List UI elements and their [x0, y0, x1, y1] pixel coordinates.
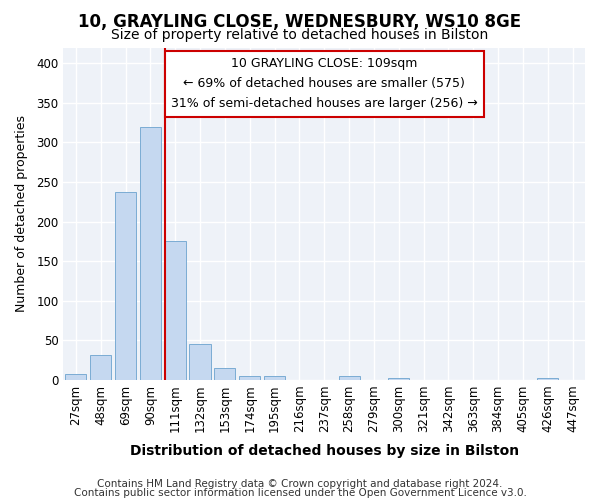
Text: Size of property relative to detached houses in Bilston: Size of property relative to detached ho…	[112, 28, 488, 42]
Bar	[214, 368, 235, 380]
X-axis label: Distribution of detached houses by size in Bilston: Distribution of detached houses by size …	[130, 444, 519, 458]
Y-axis label: Number of detached properties: Number of detached properties	[15, 115, 28, 312]
Text: Contains public sector information licensed under the Open Government Licence v3: Contains public sector information licen…	[74, 488, 526, 498]
Bar	[338, 376, 359, 380]
Bar	[164, 242, 186, 380]
Bar	[190, 344, 211, 380]
Text: 10 GRAYLING CLOSE: 109sqm
← 69% of detached houses are smaller (575)
31% of semi: 10 GRAYLING CLOSE: 109sqm ← 69% of detac…	[171, 58, 478, 110]
Bar	[537, 378, 559, 380]
Text: 10, GRAYLING CLOSE, WEDNESBURY, WS10 8GE: 10, GRAYLING CLOSE, WEDNESBURY, WS10 8GE	[79, 12, 521, 30]
Bar	[264, 376, 285, 380]
Bar	[388, 378, 409, 380]
Bar	[65, 374, 86, 380]
Bar	[239, 376, 260, 380]
Text: Contains HM Land Registry data © Crown copyright and database right 2024.: Contains HM Land Registry data © Crown c…	[97, 479, 503, 489]
Bar	[115, 192, 136, 380]
Bar	[140, 126, 161, 380]
Bar	[90, 354, 111, 380]
